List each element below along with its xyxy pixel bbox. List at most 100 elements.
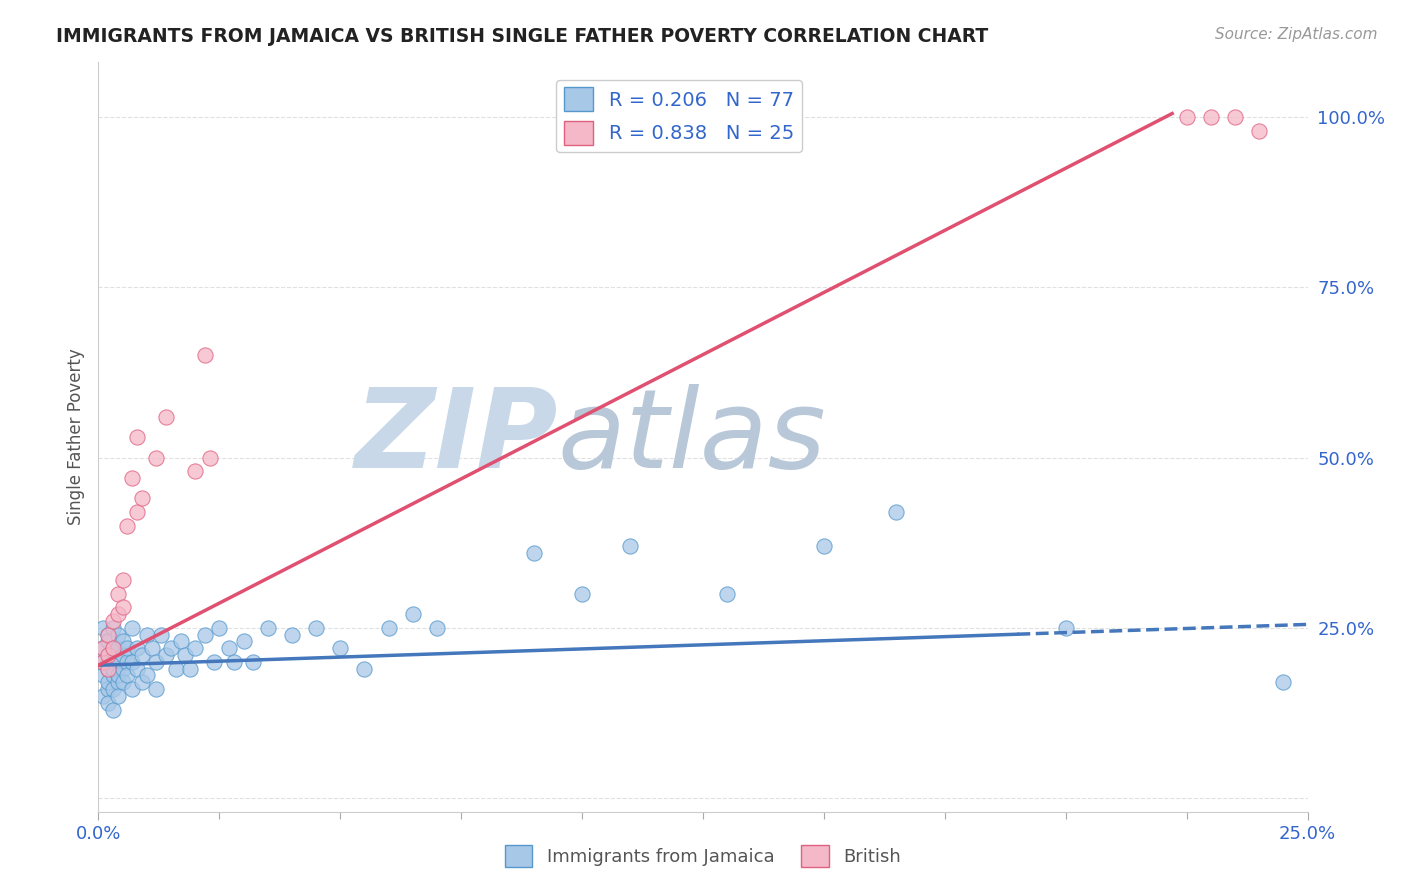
Point — [131, 675, 153, 690]
Point — [97, 627, 120, 641]
Point — [117, 518, 139, 533]
Point — [141, 641, 163, 656]
Point — [121, 621, 143, 635]
Point — [145, 655, 167, 669]
Point — [101, 655, 124, 669]
Point — [222, 655, 245, 669]
Point — [150, 627, 173, 641]
Point — [107, 641, 129, 656]
Point — [91, 641, 114, 656]
Point — [523, 546, 546, 560]
Point — [198, 450, 221, 465]
Point — [111, 662, 134, 676]
Point — [208, 621, 231, 635]
Point — [121, 682, 143, 697]
Point — [91, 668, 114, 682]
Point — [117, 641, 139, 656]
Point — [101, 702, 124, 716]
Point — [127, 505, 149, 519]
Point — [101, 682, 124, 697]
Point — [91, 621, 114, 635]
Point — [107, 607, 129, 622]
Point — [107, 668, 129, 682]
Point — [91, 655, 114, 669]
Point — [242, 655, 264, 669]
Point — [305, 621, 328, 635]
Point — [204, 655, 226, 669]
Point — [121, 471, 143, 485]
Point — [127, 641, 149, 656]
Point — [121, 655, 143, 669]
Point — [97, 634, 120, 648]
Point — [1175, 110, 1198, 124]
Point — [281, 627, 304, 641]
Point — [184, 641, 207, 656]
Point — [135, 627, 157, 641]
Point — [97, 648, 120, 662]
Point — [111, 600, 134, 615]
Point — [716, 587, 738, 601]
Text: ZIP: ZIP — [354, 384, 558, 491]
Legend: R = 0.206   N = 77, R = 0.838   N = 25: R = 0.206 N = 77, R = 0.838 N = 25 — [555, 79, 801, 153]
Point — [135, 668, 157, 682]
Point — [101, 648, 124, 662]
Point — [1272, 675, 1295, 690]
Point — [117, 668, 139, 682]
Point — [194, 348, 217, 362]
Point — [111, 675, 134, 690]
Point — [107, 689, 129, 703]
Point — [184, 464, 207, 478]
Point — [155, 648, 177, 662]
Point — [353, 662, 375, 676]
Point — [145, 682, 167, 697]
Point — [101, 614, 124, 628]
Point — [127, 430, 149, 444]
Point — [97, 648, 120, 662]
Point — [97, 675, 120, 690]
Point — [1249, 123, 1271, 137]
Point — [886, 505, 908, 519]
Point — [165, 662, 187, 676]
Point — [218, 641, 240, 656]
Point — [813, 539, 835, 553]
Point — [256, 621, 278, 635]
Point — [117, 655, 139, 669]
Point — [329, 641, 352, 656]
Point — [179, 662, 201, 676]
Point — [155, 409, 177, 424]
Point — [402, 607, 425, 622]
Point — [107, 587, 129, 601]
Point — [1054, 621, 1077, 635]
Point — [107, 675, 129, 690]
Point — [160, 641, 183, 656]
Point — [91, 655, 114, 669]
Point — [111, 648, 134, 662]
Point — [169, 634, 191, 648]
Point — [101, 621, 124, 635]
Point — [1223, 110, 1246, 124]
Text: atlas: atlas — [558, 384, 827, 491]
Point — [97, 662, 120, 676]
Point — [619, 539, 641, 553]
Point — [97, 682, 120, 697]
Point — [91, 689, 114, 703]
Point — [111, 634, 134, 648]
Point — [97, 627, 120, 641]
Point — [131, 648, 153, 662]
Point — [107, 627, 129, 641]
Point — [232, 634, 254, 648]
Point — [194, 627, 217, 641]
Point — [426, 621, 449, 635]
Point — [145, 450, 167, 465]
Point — [107, 655, 129, 669]
Text: Source: ZipAtlas.com: Source: ZipAtlas.com — [1215, 27, 1378, 42]
Point — [127, 662, 149, 676]
Point — [101, 662, 124, 676]
Point — [111, 573, 134, 587]
Text: IMMIGRANTS FROM JAMAICA VS BRITISH SINGLE FATHER POVERTY CORRELATION CHART: IMMIGRANTS FROM JAMAICA VS BRITISH SINGL… — [56, 27, 988, 45]
Point — [1199, 110, 1222, 124]
Point — [97, 662, 120, 676]
Point — [101, 668, 124, 682]
Point — [97, 655, 120, 669]
Point — [91, 641, 114, 656]
